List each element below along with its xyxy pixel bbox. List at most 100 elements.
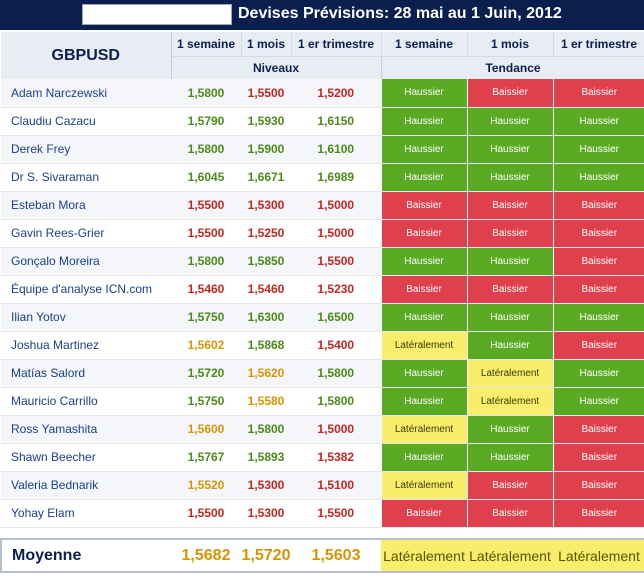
level-value: 1,5800	[171, 247, 241, 276]
table-row: Matías Salord 1,5720 1,5620 1,5800 Haussier L…	[1, 359, 644, 388]
trend-cell: Haussier	[380, 107, 467, 136]
level-value: 1,5930	[241, 107, 291, 136]
level-value: 1,6500	[291, 303, 381, 332]
level-value: 1,5750	[171, 387, 241, 416]
level-value: 1,6671	[241, 163, 291, 192]
trend-cell: Baissier	[466, 499, 553, 528]
trend-cell: Latéralement	[380, 471, 467, 500]
level-value: 1,5230	[291, 275, 381, 304]
average-label: Moyenne	[0, 538, 171, 573]
table-row: Ilian Yotov 1,5750 1,6300 1,6500 Haussier Hau…	[1, 303, 644, 332]
analyst-name: Yohay Elam	[1, 499, 171, 528]
trend-cell: Haussier	[466, 163, 553, 192]
trend-cell: Haussier	[552, 163, 644, 192]
trend-cell: Baissier	[466, 191, 553, 220]
analyst-name: Claudiu Cazacu	[1, 107, 171, 136]
analyst-name: Ross Yamashita	[1, 415, 171, 444]
level-value: 1,6300	[241, 303, 291, 332]
level-value: 1,5000	[291, 415, 381, 444]
level-value: 1,6150	[291, 107, 381, 136]
level-value: 1,5500	[291, 499, 381, 528]
trend-cell: Latéralement	[380, 331, 467, 360]
level-value: 1,5460	[241, 275, 291, 304]
trend-cell: Haussier	[466, 303, 553, 332]
analyst-name: Matías Salord	[1, 359, 171, 388]
level-value: 1,5850	[241, 247, 291, 276]
trend-cell: Haussier	[380, 135, 467, 164]
currency-pair-label: GBPUSD	[1, 32, 172, 79]
trend-cell: Haussier	[380, 443, 467, 472]
analyst-name: Ilian Yotov	[1, 303, 171, 332]
average-trend: Latéralement	[467, 538, 553, 573]
table-row: Équipe d'analyse ICN.com 1,5460 1,5460 1,52…	[1, 275, 644, 304]
table-row: Gonçalo Moreira 1,5800 1,5850 1,5500 Haussie…	[1, 247, 644, 276]
level-value: 1,5868	[241, 331, 291, 360]
level-value: 1,5000	[291, 191, 381, 220]
forecast-table: GBPUSD 1 semaine 1 mois 1 er trimestre 1…	[0, 32, 644, 573]
table-row: Esteban Mora 1,5500 1,5300 1,5000 Baissier Ba…	[1, 191, 644, 220]
analyst-name: Équipe d'analyse ICN.com	[1, 275, 171, 304]
level-value: 1,5300	[241, 191, 291, 220]
col-trend-week: 1 semaine	[381, 32, 468, 56]
trend-cell: Baissier	[380, 219, 467, 248]
trend-cell: Haussier	[380, 387, 467, 416]
trend-cell: Baissier	[466, 219, 553, 248]
level-value: 1,5200	[291, 79, 381, 108]
level-value: 1,5500	[241, 79, 291, 108]
level-value: 1,5500	[171, 499, 241, 528]
level-value: 1,6989	[291, 163, 381, 192]
trend-cell: Baissier	[380, 275, 467, 304]
table-row: Dr S. Sivaraman 1,6045 1,6671 1,6989 Haussie…	[1, 163, 644, 192]
level-value: 1,5620	[241, 359, 291, 388]
analyst-name: Dr S. Sivaraman	[1, 163, 171, 192]
analyst-name: Mauricio Carrillo	[1, 387, 171, 416]
level-value: 1,5000	[291, 219, 381, 248]
analyst-name: Esteban Mora	[1, 191, 171, 220]
trend-cell: Baissier	[466, 79, 553, 108]
trend-cell: Haussier	[380, 79, 467, 108]
table-row: Mauricio Carrillo 1,5750 1,5580 1,5800 Hauss…	[1, 387, 644, 416]
level-value: 1,5600	[171, 415, 241, 444]
trend-cell: Haussier	[552, 387, 644, 416]
level-value: 1,5750	[171, 303, 241, 332]
trend-cell: Baissier	[552, 219, 644, 248]
table-row: Yohay Elam 1,5500 1,5300 1,5500 Baissier Bais…	[1, 499, 644, 528]
col-levels-quarter: 1 er trimestre	[291, 32, 382, 56]
table-row: Adam Narczewski 1,5800 1,5500 1,5200 Haussie…	[1, 79, 644, 108]
level-value: 1,5800	[241, 415, 291, 444]
trend-cell: Baissier	[552, 247, 644, 276]
table-row: Claudiu Cazacu 1,5790 1,5930 1,6150 Haussier…	[1, 107, 644, 136]
level-value: 1,5300	[241, 471, 291, 500]
col-trend-quarter: 1 er trimestre	[553, 32, 644, 56]
level-value: 1,5460	[171, 275, 241, 304]
analyst-name: Adam Narczewski	[1, 79, 171, 108]
table-row: Derek Frey 1,5800 1,5900 1,6100 Haussier Haus…	[1, 135, 644, 164]
trend-cell: Haussier	[552, 303, 644, 332]
average-trend: Latéralement	[381, 538, 467, 573]
trend-cell: Haussier	[466, 443, 553, 472]
trend-cell: Baissier	[466, 471, 553, 500]
table-row: Valeria Bednarik 1,5520 1,5300 1,5100 Latéra…	[1, 471, 644, 500]
col-levels-month: 1 mois	[241, 32, 292, 56]
trend-cell: Haussier	[466, 107, 553, 136]
trend-cell: Haussier	[466, 331, 553, 360]
average-trend: Latéralement	[553, 538, 644, 573]
trend-cell: Baissier	[552, 275, 644, 304]
table-row: Gavin Rees-Grier 1,5500 1,5250 1,5000 Baissi…	[1, 219, 644, 248]
trend-cell: Haussier	[466, 415, 553, 444]
trend-cell: Baissier	[552, 191, 644, 220]
trend-cell: Baissier	[380, 499, 467, 528]
level-value: 1,5580	[241, 387, 291, 416]
level-value: 1,5500	[171, 219, 241, 248]
level-value: 1,5767	[171, 443, 241, 472]
level-value: 1,5602	[171, 331, 241, 360]
average-level: 1,5682	[171, 538, 241, 573]
level-value: 1,5100	[291, 471, 381, 500]
level-value: 1,5800	[171, 79, 241, 108]
level-value: 1,6045	[171, 163, 241, 192]
trend-cell: Haussier	[552, 359, 644, 388]
analyst-name: Gonçalo Moreira	[1, 247, 171, 276]
level-value: 1,5300	[241, 499, 291, 528]
trend-cell: Haussier	[552, 135, 644, 164]
average-level: 1,5720	[241, 538, 291, 573]
